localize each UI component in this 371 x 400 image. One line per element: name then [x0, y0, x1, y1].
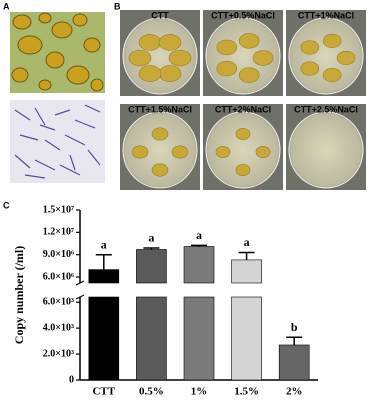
colony [322, 68, 342, 83]
colony [151, 127, 169, 141]
bar [136, 249, 167, 284]
plate-label: CTT+1%NaCl [298, 10, 354, 20]
axis-break [75, 280, 85, 286]
bar [183, 246, 215, 284]
x-tick-label: CTT [92, 386, 115, 398]
colony [235, 128, 251, 140]
colony [168, 49, 192, 67]
plate-label: CTT+2.5%NaCl [294, 104, 358, 114]
colony [128, 49, 152, 67]
significance-letter: a [244, 235, 250, 249]
colony-blobs [11, 12, 104, 92]
y-tick-label: 2.0×10³ [43, 348, 74, 359]
panel-label: B [114, 1, 121, 11]
colony [138, 65, 162, 82]
bar [88, 296, 120, 381]
colony [336, 50, 356, 66]
colony [238, 33, 260, 49]
petri-dish [288, 111, 364, 189]
micrograph-stain [10, 100, 105, 183]
panel-label: A [3, 1, 10, 11]
bar [88, 269, 120, 284]
colony [215, 146, 231, 158]
y-tick-label: 4.0×10³ [43, 322, 74, 333]
colony [252, 50, 274, 66]
colony [216, 39, 238, 56]
axis-break [75, 294, 85, 300]
y-tick-label: 0 [69, 374, 74, 385]
colony [238, 67, 260, 83]
x-tick-label: 0.5% [139, 386, 164, 398]
plate-label: CTT [151, 10, 169, 20]
bar [231, 259, 262, 284]
bar [136, 296, 167, 381]
y-tick-label: 9.0×10⁶ [43, 249, 74, 260]
significance-letter: a [101, 237, 107, 251]
bar [278, 344, 310, 381]
colony [235, 164, 251, 176]
petri-dish [122, 111, 198, 189]
colony [300, 61, 320, 76]
plate-label: CTT+2%NaCl [215, 104, 271, 114]
y-tick-label: 6.0×10⁶ [43, 271, 74, 282]
colony [158, 65, 182, 82]
significance-letter: a [196, 228, 202, 242]
x-tick-label: 1.5% [234, 386, 259, 398]
colony [300, 40, 320, 55]
y-tick-label: 1.2×10⁷ [43, 227, 74, 238]
colony [322, 33, 342, 48]
x-tick-label: 2% [286, 386, 303, 398]
significance-letter: a [148, 231, 154, 245]
colony [171, 145, 189, 159]
colony [131, 145, 149, 159]
bar [183, 296, 215, 381]
colony [255, 146, 271, 158]
colony [151, 163, 169, 177]
stained-cells [14, 104, 101, 179]
panel-label: C [3, 200, 10, 210]
plate-label: CTT+1.5%NaCl [128, 104, 192, 114]
x-tick-label: 1% [191, 386, 208, 398]
y-tick-label: 6.0×10³ [43, 296, 74, 307]
colony [138, 34, 162, 51]
significance-letter: b [291, 320, 298, 334]
colony [158, 34, 182, 51]
petri-dish [205, 111, 281, 189]
colony [216, 60, 238, 77]
y-tick-label: 1.5×10⁷ [43, 204, 74, 215]
plate-label: CTT+0.5%NaCl [211, 10, 275, 20]
y-axis-title: Copy number (/ml) [12, 246, 26, 344]
bar [231, 296, 262, 381]
